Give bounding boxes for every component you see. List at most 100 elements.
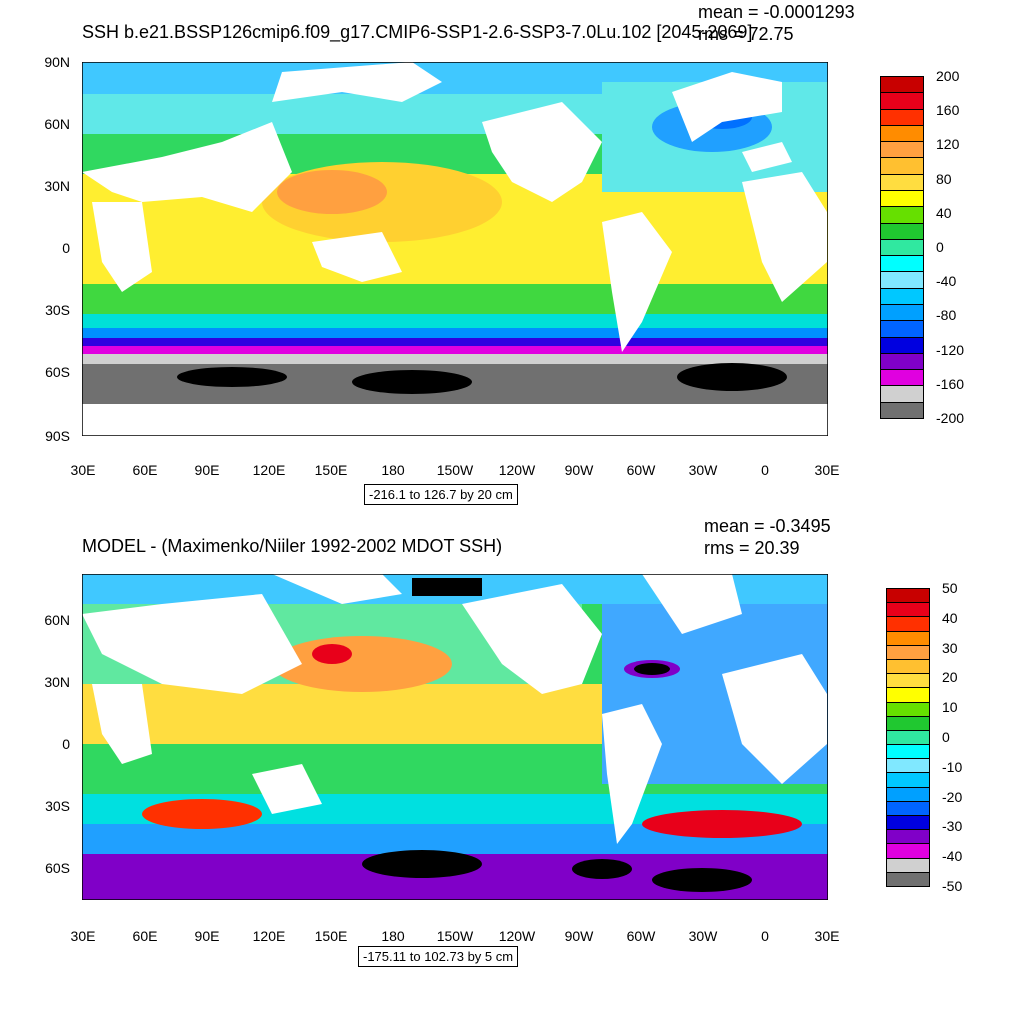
colorbar-swatch bbox=[886, 658, 930, 675]
rms-value: rms = 72.75 bbox=[698, 24, 794, 44]
lon-label: 120W bbox=[498, 462, 536, 478]
colorbar-swatch bbox=[886, 673, 930, 689]
lon-label: 120E bbox=[252, 928, 286, 944]
colorbar-swatch bbox=[880, 255, 924, 273]
colorbar-label: -160 bbox=[936, 375, 965, 392]
colorbar-label: -30 bbox=[942, 818, 963, 835]
colorbar-label: -20 bbox=[942, 788, 963, 805]
lon-label: 60E bbox=[132, 928, 158, 944]
colorbar-swatch bbox=[886, 687, 930, 703]
lon-label: 180 bbox=[381, 928, 405, 944]
lat-label: 0 bbox=[62, 736, 70, 752]
model-minus-obs-panel: MODEL - (Maximenko/Niiler 1992-2002 MDOT… bbox=[0, 510, 1024, 1024]
colorbar-swatch bbox=[880, 222, 924, 240]
colorbar-swatch bbox=[880, 336, 924, 354]
colorbar-label: 120 bbox=[936, 136, 960, 153]
colorbar-label: 160 bbox=[936, 102, 960, 119]
mean-value: mean = -0.3495 bbox=[704, 516, 831, 536]
colorbar-swatch bbox=[886, 630, 930, 646]
colorbar-swatch bbox=[880, 124, 924, 143]
lon-label: 60W bbox=[626, 462, 656, 478]
ssh-map-canvas bbox=[82, 62, 828, 436]
colorbar-swatch bbox=[886, 715, 930, 731]
colorbar-swatch bbox=[886, 644, 930, 660]
colorbar-label: -50 bbox=[942, 878, 963, 894]
colorbar-label: -200 bbox=[936, 410, 965, 426]
colorbar-swatch bbox=[880, 92, 924, 110]
colorbar-swatch bbox=[880, 238, 924, 257]
colorbar-swatch bbox=[880, 157, 924, 175]
colorbar-label: 30 bbox=[942, 639, 958, 656]
lon-label: 30W bbox=[688, 928, 718, 944]
colorbar-swatch bbox=[886, 871, 930, 887]
colorbar-swatch bbox=[880, 206, 924, 224]
colorbar-swatch bbox=[886, 602, 930, 618]
mean-value: mean = -0.0001293 bbox=[698, 2, 855, 22]
lon-label: 90W bbox=[564, 928, 594, 944]
lat-label: 0 bbox=[62, 240, 70, 256]
ssh-diff-map-canvas bbox=[82, 574, 828, 900]
lat-label: 60N bbox=[44, 612, 70, 628]
colorbar-label: -80 bbox=[936, 307, 957, 324]
lon-label: 120E bbox=[252, 462, 286, 478]
colorbar-swatch bbox=[886, 588, 930, 604]
colorbar-swatch bbox=[880, 320, 924, 338]
lat-label: 60N bbox=[44, 116, 70, 132]
colorbar-label: 0 bbox=[936, 239, 944, 255]
colorbar-label: 40 bbox=[942, 609, 958, 626]
colorbar-swatch bbox=[880, 401, 924, 419]
colorbar-label: 80 bbox=[936, 170, 952, 187]
lat-label: 30S bbox=[45, 798, 70, 814]
lon-label: 150E bbox=[314, 928, 348, 944]
colorbar-swatch bbox=[886, 829, 930, 845]
lon-label: 30E bbox=[70, 462, 96, 478]
lat-label: 30N bbox=[44, 674, 70, 690]
lon-label: 90E bbox=[194, 928, 220, 944]
lat-label: 90S bbox=[45, 428, 70, 444]
colorbar-swatch bbox=[880, 271, 924, 289]
lon-label: 90E bbox=[194, 462, 220, 478]
lat-label: 30S bbox=[45, 302, 70, 318]
colorbar-label: 40 bbox=[936, 204, 952, 221]
colorbar-swatch bbox=[886, 616, 930, 632]
lon-label: 120W bbox=[498, 928, 536, 944]
ssh-map bbox=[82, 62, 828, 436]
colorbar-swatch bbox=[886, 744, 930, 760]
colorbar-swatch bbox=[886, 758, 930, 774]
lat-label: 90N bbox=[44, 54, 70, 70]
lon-label: 30E bbox=[70, 928, 96, 944]
colorbar-label: 200 bbox=[936, 68, 960, 84]
colorbar-swatch bbox=[880, 385, 924, 403]
ssh-diff-map bbox=[82, 574, 828, 900]
colorbar-swatch bbox=[886, 843, 930, 859]
colorbar-label: 10 bbox=[942, 699, 958, 716]
colorbar-label: 0 bbox=[942, 729, 950, 745]
lon-label: 180 bbox=[381, 462, 405, 478]
lon-label: 0 bbox=[761, 928, 769, 944]
colorbar-swatch bbox=[880, 369, 924, 387]
contour-interval-label: -175.11 to 102.73 by 5 cm bbox=[358, 946, 519, 967]
rms-value: rms = 20.39 bbox=[704, 538, 800, 558]
lat-label: 30N bbox=[44, 178, 70, 194]
colorbar-label: -40 bbox=[936, 273, 957, 290]
colorbar-swatch bbox=[880, 304, 924, 322]
panel-title: MODEL - (Maximenko/Niiler 1992-2002 MDOT… bbox=[82, 536, 503, 556]
lat-label: 60S bbox=[45, 364, 70, 380]
colorbar-swatch bbox=[880, 76, 924, 94]
lon-label: 150E bbox=[314, 462, 348, 478]
colorbar-swatch bbox=[880, 287, 924, 305]
colorbar-swatch bbox=[886, 772, 930, 788]
lon-label: 150W bbox=[436, 462, 474, 478]
lon-label: 60E bbox=[132, 462, 158, 478]
colorbar-label: -10 bbox=[942, 758, 963, 775]
colorbar-swatch bbox=[886, 815, 930, 831]
colorbar-label: 50 bbox=[942, 580, 958, 596]
colorbar-swatch bbox=[880, 108, 924, 126]
lat-label: 60S bbox=[45, 860, 70, 876]
lon-label: 30W bbox=[688, 462, 718, 478]
colorbar-swatch bbox=[886, 786, 930, 802]
colorbar-label: 20 bbox=[942, 669, 958, 686]
lon-label: 30E bbox=[814, 928, 840, 944]
lon-label: 150W bbox=[436, 928, 474, 944]
contour-interval-label: -216.1 to 126.7 by 20 cm bbox=[364, 484, 518, 505]
